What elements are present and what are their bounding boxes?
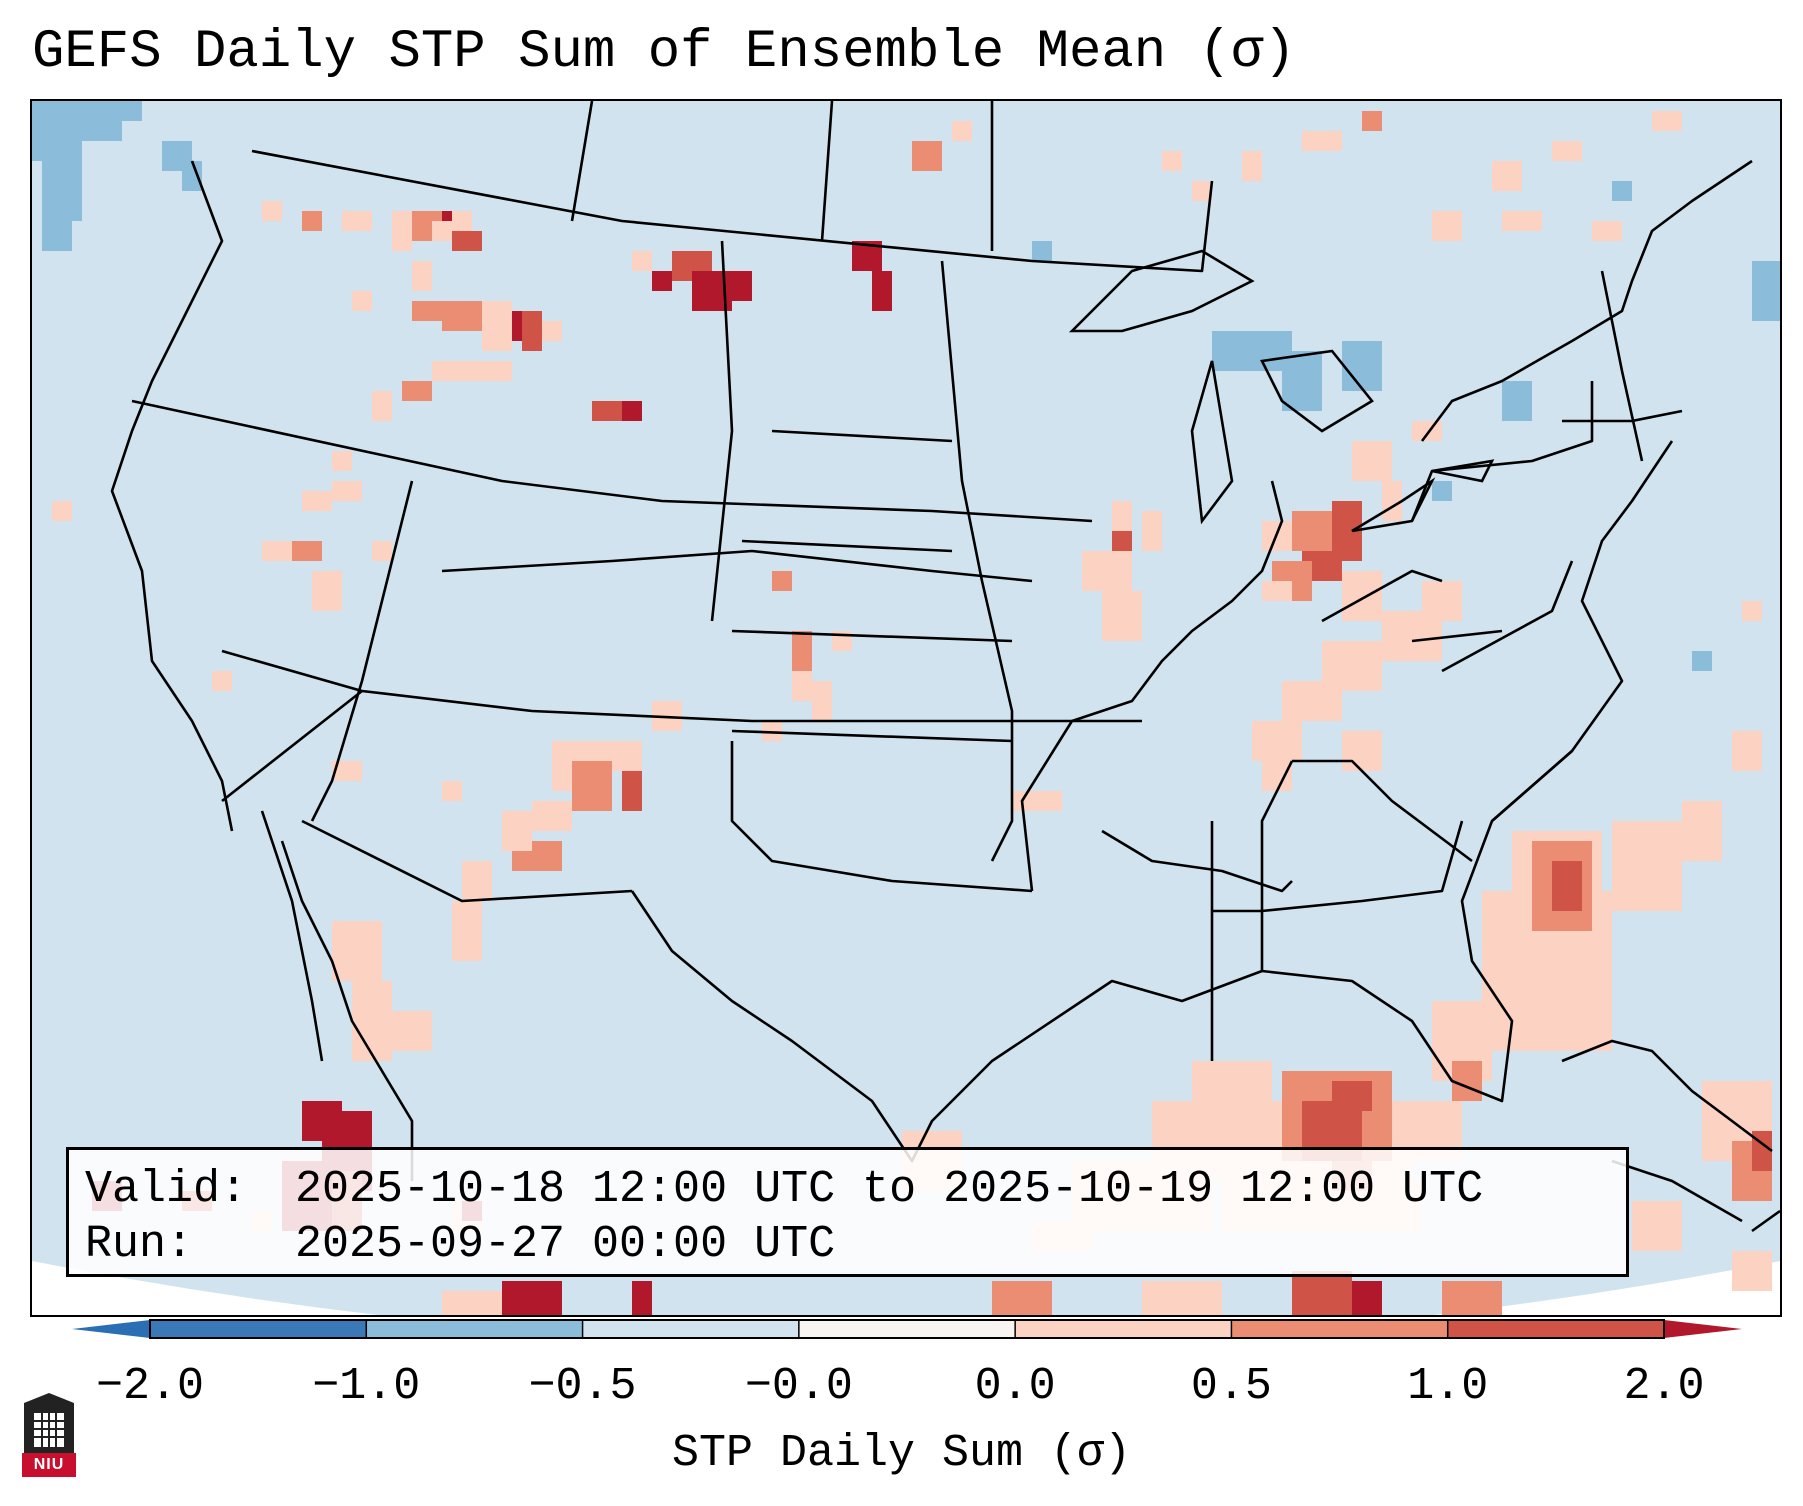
map-svg [32,101,1780,1315]
colorbar-tick-label: 0.0 [974,1361,1056,1412]
colorbar-tick-label: −0.5 [528,1361,637,1412]
colorbar-band [798,1320,1016,1338]
colorbar-extend-low [72,1320,150,1338]
negative-anomaly-cells [32,101,1780,671]
valid-run-info-box: Valid: 2025-10-18 12:00 UTC to 2025-10-19… [66,1147,1629,1277]
colorbar-band [150,1320,367,1338]
colorbar-extend-high [1664,1320,1742,1338]
colorbar-svg [72,1319,1742,1339]
colorbar-band [1447,1320,1665,1338]
run-value: 2025-09-27 00:00 UTC [295,1219,836,1270]
great-lakes [1068,249,1495,533]
colorbar-tick-label: 2.0 [1623,1361,1705,1412]
colorbar-title: STP Daily Sum (σ) [671,1428,1132,1479]
colorbar-band [582,1320,800,1338]
niu-logo-text: NIU [33,1456,65,1473]
colorbar-tick-label: 1.0 [1407,1361,1489,1412]
colorbar-band [366,1320,584,1338]
colorbar [72,1317,1742,1346]
colorbar-band [1015,1320,1232,1338]
run-label: Run: [85,1219,194,1270]
map-panel [30,99,1782,1317]
colorbar-band [1231,1320,1449,1338]
colorbar-tick-label: −2.0 [95,1361,205,1412]
valid-label: Valid: [85,1164,248,1215]
niu-logo-icon [22,1393,76,1477]
map-background [32,101,1780,1315]
colorbar-bands [149,1320,1665,1338]
valid-value: 2025-10-18 12:00 UTC to 2025-10-19 12:00… [295,1164,1484,1215]
colorbar-tick-label: −0.0 [744,1361,853,1412]
colorbar-tick-label: 0.5 [1190,1361,1272,1412]
colorbar-tick-label: −1.0 [312,1361,421,1412]
map-title: GEFS Daily STP Sum of Ensemble Mean (σ) [32,22,1296,83]
niu-logo: NIU [20,1393,78,1484]
state-borders [110,101,1753,1163]
colorbar-outline [149,1319,1665,1339]
caribbean-coastlines [260,810,1780,1233]
